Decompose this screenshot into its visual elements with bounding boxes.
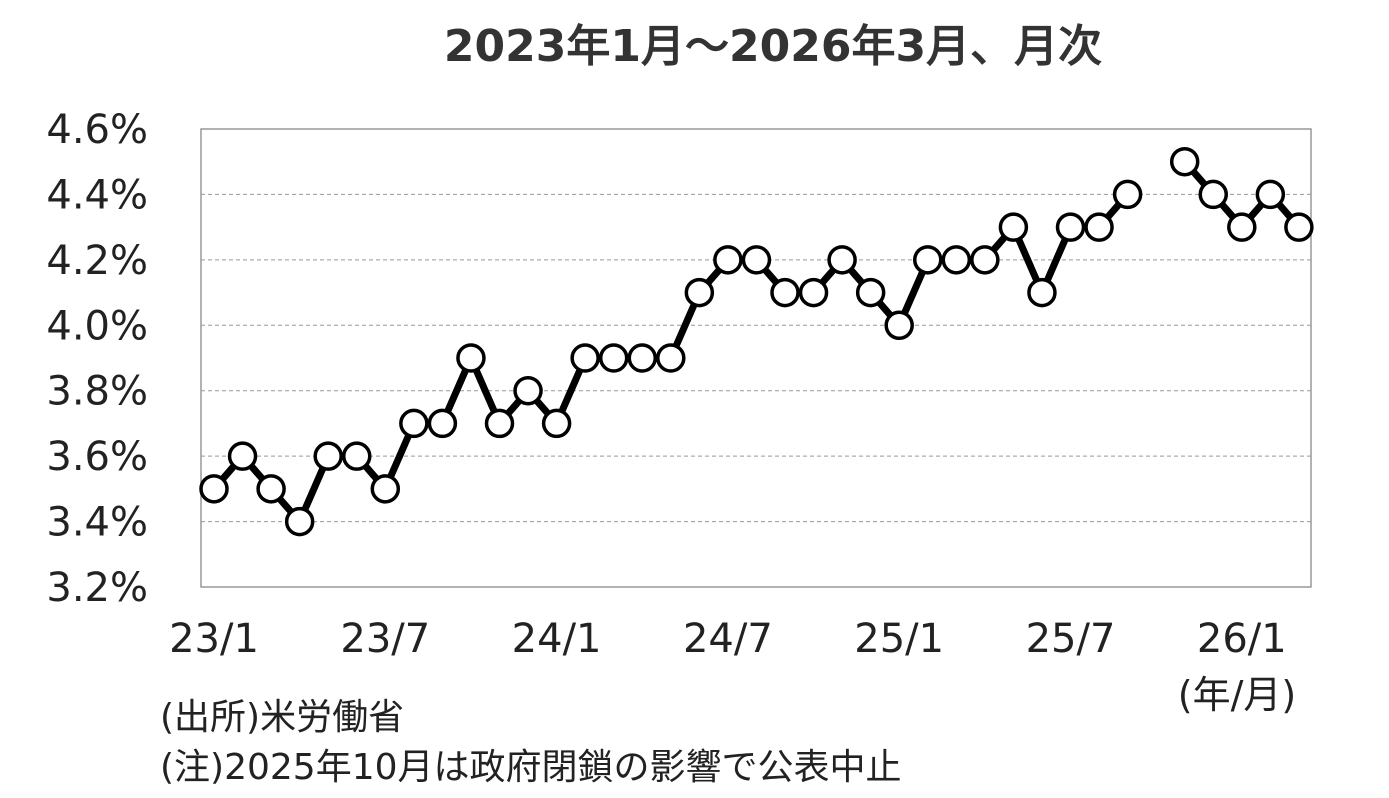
data-point: [798, 277, 829, 308]
y-tick-label: 4.4%: [46, 172, 148, 218]
data-point: [970, 245, 1000, 275]
data-point: [256, 474, 286, 504]
x-tick-label: 26/1: [1197, 616, 1287, 662]
x-axis-unit-label: (年/月): [1178, 673, 1296, 717]
data-point: [513, 375, 543, 406]
data-point: [913, 245, 943, 275]
plot-frame: [200, 128, 1312, 588]
data-point: [741, 245, 772, 275]
data-point: [399, 408, 429, 439]
data-point: [827, 245, 857, 275]
data-point: [1027, 277, 1057, 308]
data-point: [541, 408, 572, 439]
data-point: [1284, 212, 1314, 242]
y-tick-label: 4.0%: [46, 303, 148, 349]
data-point: [227, 441, 258, 471]
data-point: [627, 343, 657, 373]
data-point: [199, 474, 229, 504]
y-tick-label: 3.6%: [46, 434, 148, 480]
data-point: [342, 441, 372, 471]
data-point: [770, 277, 800, 308]
data-point: [1198, 179, 1228, 210]
data-point: [1169, 146, 1200, 177]
series-points: [199, 146, 1314, 537]
data-point: [656, 343, 686, 373]
x-tick-label: 25/7: [1026, 616, 1116, 662]
data-point: [313, 441, 343, 471]
y-tick-label: 4.6%: [46, 107, 148, 153]
series-line: [210, 158, 1303, 526]
data-point: [427, 408, 458, 439]
data-point: [370, 474, 401, 504]
x-tick-label: 25/1: [854, 616, 944, 662]
x-tick-label: 24/1: [512, 616, 602, 662]
x-axis-ticks: 23/1 23/7 24/1 24/7 25/1 25/7 26/1: [169, 616, 1287, 662]
data-point: [598, 343, 629, 373]
data-point: [1255, 179, 1286, 210]
data-point: [884, 310, 914, 341]
x-tick-label: 23/7: [340, 616, 430, 662]
x-tick-label: 23/1: [169, 616, 259, 662]
chart-title: 2023年1月～2026年3月、月次: [443, 21, 1103, 72]
data-point: [684, 277, 715, 308]
footnote: (注)2025年10月は政府閉鎖の影響で公表中止: [160, 747, 902, 788]
data-point: [998, 212, 1029, 242]
data-point: [570, 343, 600, 373]
data-point: [855, 277, 886, 308]
data-point: [941, 245, 972, 275]
source-note: (出所)米労働省: [160, 697, 405, 738]
data-point: [1055, 212, 1086, 242]
y-tick-label: 3.8%: [46, 369, 148, 415]
y-tick-label: 3.2%: [46, 565, 148, 611]
x-tick-label: 24/7: [683, 616, 773, 662]
data-point: [1084, 212, 1114, 242]
data-point: [1227, 212, 1257, 242]
data-point: [456, 343, 486, 373]
data-point: [1112, 179, 1143, 210]
y-tick-label: 4.2%: [46, 238, 148, 284]
y-tick-label: 3.4%: [46, 500, 148, 546]
data-point: [484, 408, 515, 439]
data-point: [713, 245, 743, 275]
y-axis-ticks: 3.2% 3.4% 3.6% 3.8% 4.0% 4.2% 4.4% 4.6%: [46, 107, 148, 611]
data-point: [284, 506, 315, 537]
